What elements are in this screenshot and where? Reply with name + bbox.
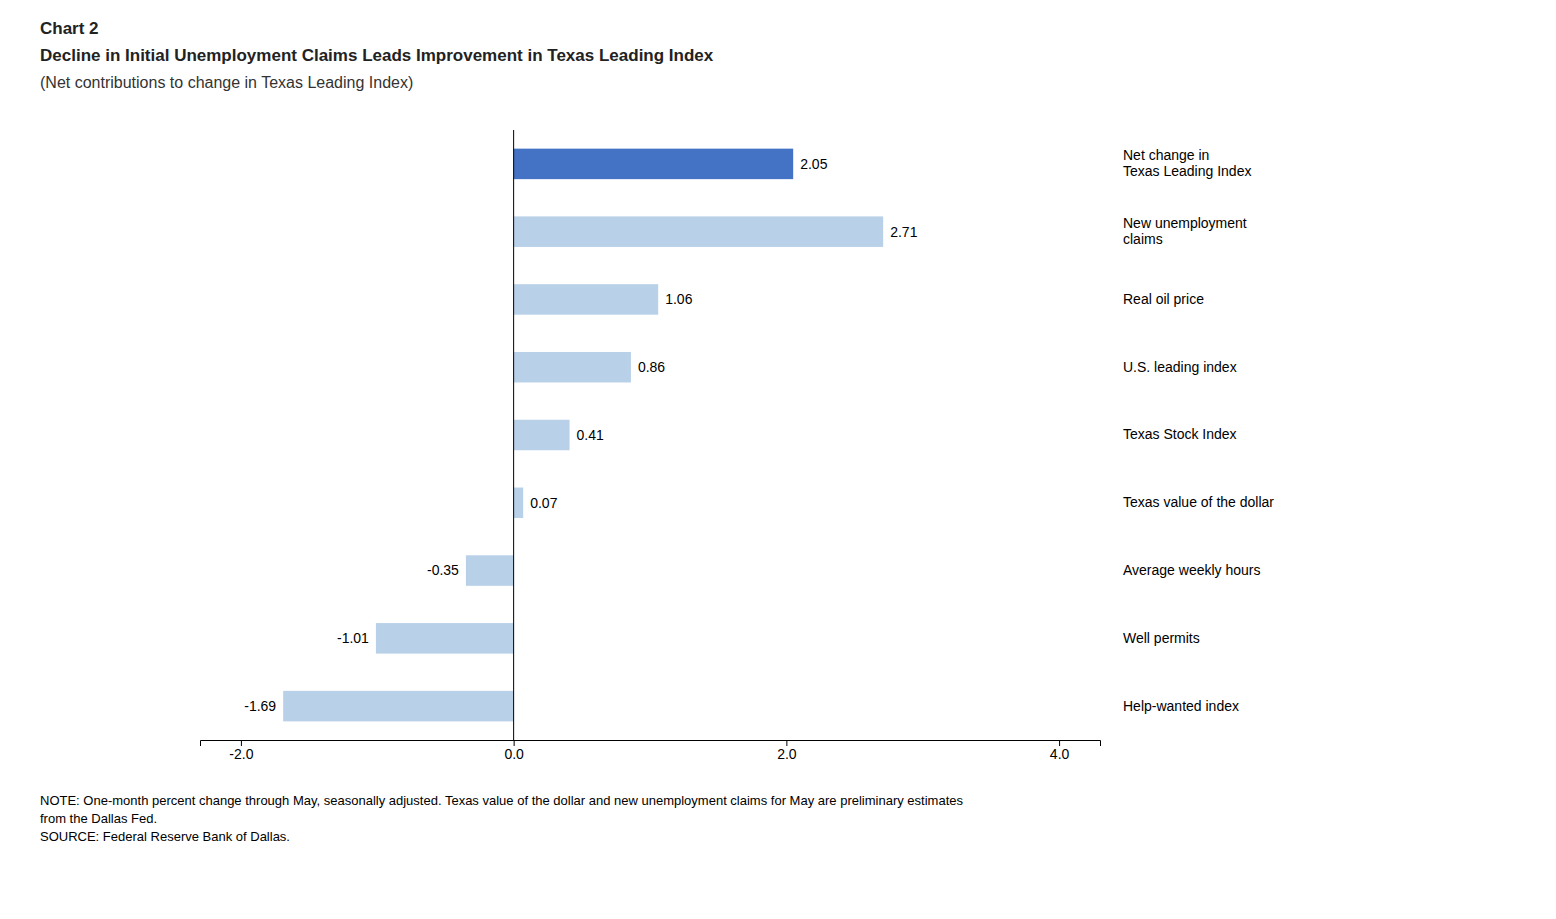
category-label: Net change inTexas Leading Index [1123,147,1251,179]
tick-label: 4.0 [1050,746,1070,762]
bar [376,623,514,654]
note: NOTE: One-month percent change through M… [40,793,963,844]
bar [514,284,659,315]
data-label: -1.69 [244,698,276,714]
bar [514,488,524,519]
category: Texas value of the dollar [1123,494,1274,510]
data-label: 0.41 [577,427,604,443]
category: Help-wanted index [1123,698,1239,714]
tick-label: 0.0 [504,746,524,762]
data-label: 2.05 [800,156,827,172]
data-label: 0.86 [638,359,665,375]
tick: 0.0 [504,740,524,762]
category-label: Texas value of the dollar [1123,494,1274,510]
category: Texas Stock Index [1123,426,1237,442]
data-label: 2.71 [890,224,917,240]
category-label: Texas Stock Index [1123,426,1237,442]
axis-line [201,741,1101,747]
tick: -2.0 [229,740,253,762]
data-label: 0.07 [530,495,557,511]
bar [283,691,513,722]
category: Real oil price [1123,291,1204,307]
tick-label: -2.0 [229,746,253,762]
category-label: New unemploymentclaims [1123,215,1247,247]
tick: 4.0 [1050,740,1070,762]
category: Average weekly hours [1123,562,1260,578]
category-axis: Help-wanted index Well permits Average wee… [1123,147,1274,713]
x-axis: -2.0 0.0 2.0 4.0 [201,740,1101,762]
category: Well permits [1123,630,1200,646]
category-label: Real oil price [1123,291,1204,307]
tick-label: 2.0 [777,746,797,762]
data-label: -0.35 [427,562,459,578]
bar [466,555,514,586]
title: Decline in Initial Unemployment Claims L… [40,46,714,65]
data-label: -1.01 [337,630,369,646]
bar [514,149,794,180]
category-label: U.S. leading index [1123,359,1237,375]
data-label: 1.06 [665,291,692,307]
bar [514,420,570,451]
bar [514,352,631,383]
category-label: Average weekly hours [1123,562,1260,578]
tick: 2.0 [777,740,797,762]
category: Net change inTexas Leading Index [1123,147,1251,179]
category: New unemploymentclaims [1123,215,1247,247]
zero-line [513,130,514,740]
category-label: Well permits [1123,630,1200,646]
category-label: Help-wanted index [1123,698,1239,714]
chart: Chart 2 Decline in Initial Unemployment C… [0,0,1556,919]
bar [514,216,884,247]
chart-label: Chart 2 [40,19,99,38]
bars [283,149,883,722]
category: U.S. leading index [1123,359,1237,375]
data-labels: -1.69 -1.01 -0.35 0.07 0.41 0.86 1.06 2.71 2.05 [244,156,917,714]
subtitle: (Net contributions to change in Texas Le… [40,74,413,91]
